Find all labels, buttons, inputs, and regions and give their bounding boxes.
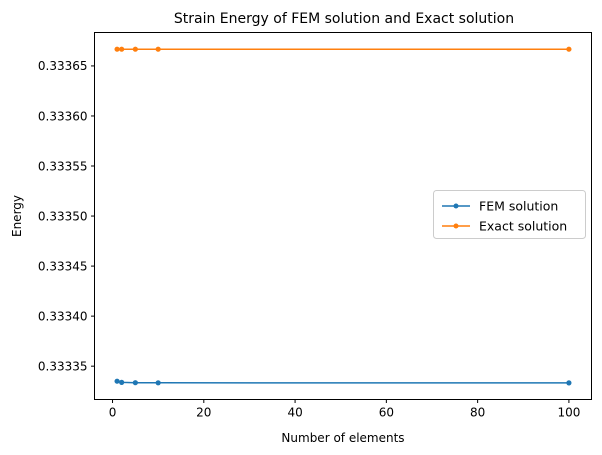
legend-label-exact: Exact solution bbox=[479, 219, 567, 234]
data-point-fem-solution bbox=[132, 380, 138, 386]
data-point-exact-solution bbox=[114, 46, 120, 52]
x-axis-label: Number of elements bbox=[281, 431, 404, 445]
y-tick-label: 0.33360 bbox=[38, 109, 88, 123]
y-tick-label: 0.33340 bbox=[38, 309, 88, 323]
data-point-exact-solution bbox=[119, 46, 125, 52]
y-tick-label: 0.33335 bbox=[38, 359, 88, 373]
y-tick-label: 0.33350 bbox=[38, 209, 88, 223]
chart-title: Strain Energy of FEM solution and Exact … bbox=[174, 11, 514, 27]
data-point-fem-solution bbox=[566, 380, 572, 386]
x-tick-label: 80 bbox=[470, 406, 485, 420]
x-tick-label: 0 bbox=[109, 406, 117, 420]
data-point-exact-solution bbox=[155, 46, 161, 52]
legend-box bbox=[433, 190, 586, 239]
x-tick-label: 20 bbox=[196, 406, 211, 420]
data-point-fem-solution bbox=[114, 378, 120, 384]
legend-marker-fem bbox=[453, 203, 459, 209]
series-fem-solution bbox=[114, 378, 572, 386]
y-tick-label: 0.33345 bbox=[38, 259, 88, 273]
x-tick-label: 100 bbox=[557, 406, 580, 420]
x-tick-label: 40 bbox=[287, 406, 302, 420]
y-tick-label: 0.33355 bbox=[38, 159, 88, 173]
y-tick-label: 0.33365 bbox=[38, 59, 88, 73]
series-exact-solution bbox=[114, 46, 572, 52]
legend-label-fem: FEM solution bbox=[479, 199, 558, 214]
y-axis-label: Energy bbox=[10, 195, 24, 237]
data-point-exact-solution bbox=[566, 46, 572, 52]
data-point-fem-solution bbox=[155, 380, 161, 386]
x-ticks: 0 20 40 60 80 100 bbox=[109, 399, 580, 420]
data-point-exact-solution bbox=[132, 46, 138, 52]
x-tick-label: 60 bbox=[379, 406, 394, 420]
y-ticks: 0.33335 0.33340 0.33345 0.33350 0.33355 0.333… bbox=[38, 59, 95, 373]
legend-item-exact: Exact solution bbox=[442, 219, 567, 234]
legend: FEM solution Exact solution bbox=[433, 190, 586, 239]
legend-marker-exact bbox=[453, 223, 459, 229]
legend-item-fem: FEM solution bbox=[442, 199, 558, 214]
series-layer bbox=[114, 46, 572, 386]
data-point-fem-solution bbox=[119, 379, 125, 385]
